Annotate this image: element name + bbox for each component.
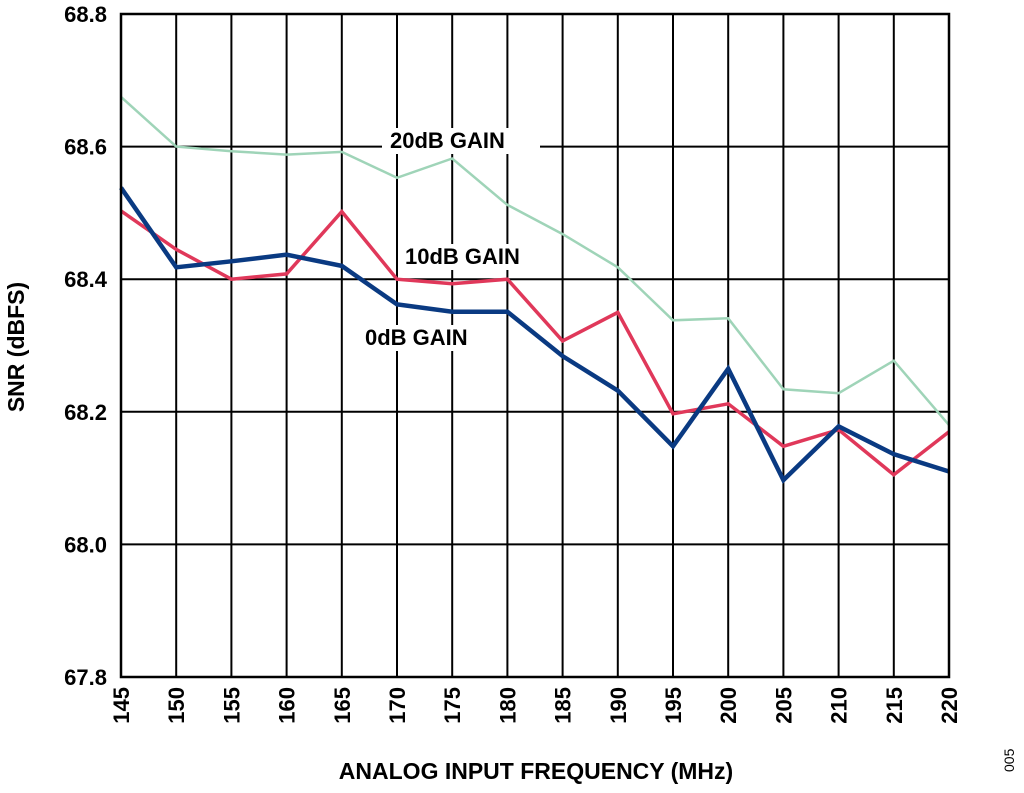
x-tick-label: 170 bbox=[385, 687, 410, 724]
x-tick-label: 190 bbox=[606, 687, 631, 724]
x-tick-label: 200 bbox=[716, 687, 741, 724]
y-tick-label: 68.0 bbox=[64, 532, 107, 557]
x-tick-label: 180 bbox=[495, 687, 520, 724]
y-tick-label: 68.4 bbox=[64, 267, 108, 292]
series-label-10db: 10dB GAIN bbox=[405, 244, 520, 269]
y-tick-label: 68.6 bbox=[64, 135, 107, 160]
x-tick-label: 145 bbox=[109, 687, 134, 724]
x-tick-label: 165 bbox=[330, 687, 355, 724]
label-bg-10db bbox=[400, 244, 550, 270]
series-lines bbox=[119, 95, 951, 484]
y-tick-label: 67.8 bbox=[64, 665, 107, 690]
x-tick-label: 210 bbox=[827, 687, 852, 724]
series-label-0db: 0dB GAIN bbox=[365, 325, 468, 350]
x-tick-labels: 145 150 155 160 165 170 175 180 185 190 195 200 205 2… bbox=[109, 687, 962, 724]
plot-frame bbox=[119, 12, 951, 679]
x-tick-label: 205 bbox=[771, 687, 796, 724]
y-tick-label: 68.8 bbox=[64, 2, 107, 27]
series-line-10db-gain bbox=[119, 208, 951, 478]
label-bg-20db bbox=[382, 128, 540, 154]
x-tick-label: 215 bbox=[882, 687, 907, 724]
x-axis-title: ANALOG INPUT FREQUENCY (MHz) bbox=[339, 758, 733, 784]
x-tick-label: 195 bbox=[661, 687, 686, 724]
x-tick-label: 150 bbox=[164, 687, 189, 724]
label-bg-0db bbox=[360, 325, 496, 351]
y-tick-label: 68.2 bbox=[64, 400, 107, 425]
x-tick-label: 155 bbox=[219, 687, 244, 724]
series-label-20db: 20dB GAIN bbox=[390, 128, 505, 153]
grid bbox=[120, 13, 950, 678]
series-line-0db-gain bbox=[119, 186, 950, 484]
x-tick-label: 220 bbox=[937, 687, 962, 724]
y-tick-labels: 67.8 68.0 68.2 68.4 68.6 68.8 bbox=[64, 2, 108, 690]
y-axis-title: SNR (dBFS) bbox=[3, 282, 29, 412]
figure-id: 005 bbox=[1001, 748, 1017, 772]
x-tick-label: 185 bbox=[551, 687, 576, 724]
x-tick-label: 175 bbox=[440, 687, 465, 724]
x-tick-label: 160 bbox=[275, 687, 300, 724]
series-line-20db-gain bbox=[120, 95, 950, 426]
